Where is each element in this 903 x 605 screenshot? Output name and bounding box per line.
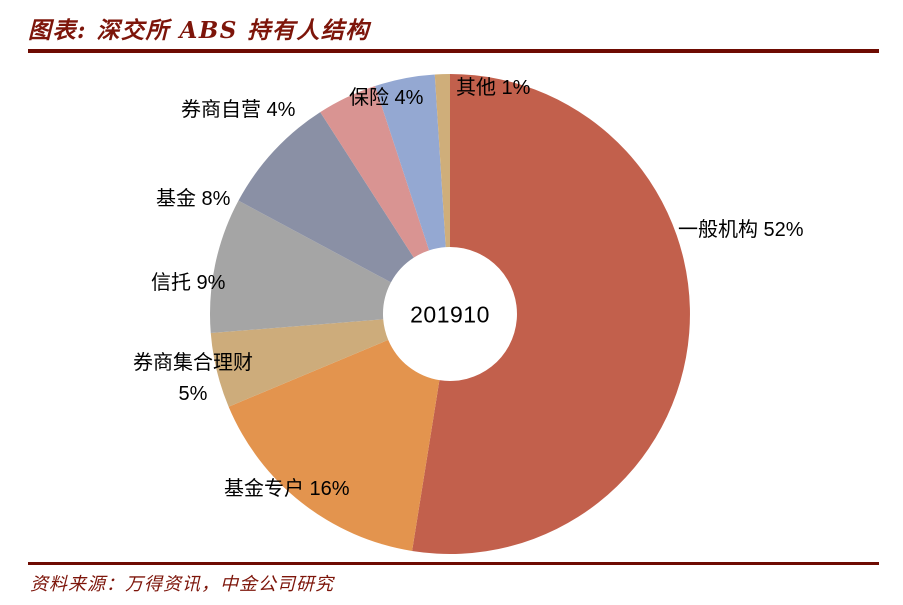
slice-label-fund-special-accounts: 基金专户 16%	[224, 478, 350, 500]
slice-label-insurance: 保险 4%	[349, 87, 424, 109]
pie-slice-7	[434, 73, 450, 248]
pie-slice-3	[209, 200, 391, 334]
slice-label-other: 其他 1%	[456, 77, 531, 99]
source-note: 资料来源：万得资讯，中金公司研究	[30, 574, 334, 595]
pie-slice-1	[228, 339, 440, 551]
source-rule	[28, 562, 879, 565]
slice-label-funds: 基金 8%	[156, 188, 231, 210]
pie-slice-6	[375, 74, 446, 251]
donut-center-label: 201910	[410, 301, 490, 328]
slice-label-general-institutions: 一般机构 52%	[678, 219, 804, 241]
slice-label-broker-collective-wm: 券商集合理财 5%	[133, 352, 253, 405]
pie-slice-4	[238, 112, 414, 283]
pie-slice-2	[210, 319, 389, 407]
figure-title: 图表: 深交所 ABS 持有人结构	[28, 17, 370, 44]
slice-label-broker-proprietary: 券商自营 4%	[181, 99, 296, 121]
slice-label-trust: 信托 9%	[151, 272, 226, 294]
pie-slice-0	[412, 74, 690, 554]
title-rule	[28, 49, 879, 53]
pie-slice-5	[320, 85, 430, 258]
